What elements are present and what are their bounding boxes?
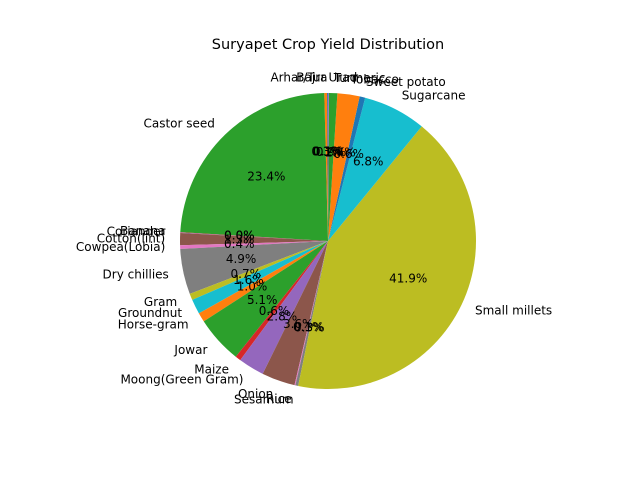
pie-slices [180,93,477,390]
pie-slice-moong-green-gram [240,241,328,374]
percent-label-jowar: 5.1% [247,293,278,307]
percent-label-coriander: 0.0% [224,229,255,243]
percent-label-arhar-tur: 0.3% [311,145,342,159]
slice-label-small-millets: Small millets [475,304,552,318]
percent-label-castor-seed: 23.4% [247,170,285,184]
pie-slice-jowar [203,241,328,357]
pie-slice-cotton-lint [180,233,328,246]
percent-label-onion: 3.6% [283,317,314,331]
slice-label-bajra: Bajra [296,71,327,85]
pie-slice-sesamum [295,241,328,386]
pie-slice-urad [328,93,329,241]
slice-label-sugarcane: Sugarcane [402,88,466,102]
pie-slice-bajra [327,93,328,241]
pie-slice-banana [180,232,328,241]
percent-label-cowpea-lobia: 0.4% [224,237,255,251]
percent-label-sugarcane: 6.8% [353,154,384,168]
slice-label-maize: Maize [194,363,229,377]
percent-label-sesamum: 0.3% [294,320,325,334]
pie-slice-sugarcane [328,97,422,241]
percent-label-small-millets: 41.9% [389,272,427,286]
slice-label-sweet-potato: Sweet potato [366,75,446,89]
slice-label-moong-green-gram: Moong(Green Gram) [120,373,243,387]
slice-label-onion: Onion [238,387,273,401]
slice-label-groundnut: Groundnut [118,306,182,320]
pie-slice-horse-gram [198,241,328,322]
slice-label-arhar-tur: Arhar/Tur [270,71,325,85]
slice-label-turmeric: Turmeric [333,71,386,85]
pie-slice-dry-chillies [180,241,328,294]
pie-slice-sweet-potato [328,96,366,241]
slice-label-horse-gram: Horse-gram [118,318,189,332]
percent-label-moong-green-gram: 2.8% [267,309,298,323]
chart-title: Suryapet Crop Yield Distribution [212,37,444,53]
percent-label-cotton-lint: 1.3% [224,232,255,246]
pie-slice-castor-seed [180,93,328,241]
pie-slice-rice [294,241,328,386]
slice-label-urad: Urad [329,71,358,85]
pie-slice-cowpea-lobia [180,241,328,249]
percent-label-tobacco: 2.4% [325,146,356,160]
pie-slice-groundnut [192,241,328,314]
slice-label-sesamum: Sesamum [234,393,294,407]
pie-slice-onion [262,241,328,386]
percent-label-maize: 0.6% [259,304,290,318]
pie-slice-small-millets [298,126,477,390]
pie-slice-tobacco [328,93,360,241]
slice-label-tobacco: Tobacco [350,72,399,86]
percent-label-groundnut: 1.6% [233,273,264,287]
percent-label-rice: 0.1% [293,320,324,334]
slice-label-cotton-lint: Cotton(lint) [97,231,165,245]
percent-label-gram: 0.7% [231,267,262,281]
percent-label-urad: 0.1% [313,145,344,159]
slice-label-gram: Gram [144,295,177,309]
pie-slice-coriander [180,232,328,241]
percent-label-bajra: 0.1% [312,145,343,159]
percent-labels: 0.1%0.3%23.4%0.0%0.0%1.3%0.4%4.9%0.7%1.6… [224,145,427,335]
percent-label-horse-gram: 1.0% [237,279,268,293]
slice-label-cowpea-lobia: Cowpea(Lobia) [76,240,165,254]
percent-label-banana: 0.0% [224,228,255,242]
percent-label-sweet-potato: 0.6% [333,147,364,161]
slice-label-coriander: Coriander [107,225,166,239]
slice-label-rice: Rice [266,392,292,406]
pie-slice-maize [235,241,328,361]
slice-label-jowar: Jowar [173,343,207,357]
slice-label-dry-chillies: Dry chillies [103,267,169,281]
slice-label-banana: Banana [120,224,166,238]
pie-slice-gram [189,241,328,300]
percent-label-turmeric: 0.9% [316,145,347,159]
slice-label-castor-seed: Castor seed [143,116,214,130]
pie-slice-arhar-tur [324,93,328,241]
pie-slice-turmeric [328,93,338,241]
percent-label-dry-chillies: 4.9% [226,252,257,266]
